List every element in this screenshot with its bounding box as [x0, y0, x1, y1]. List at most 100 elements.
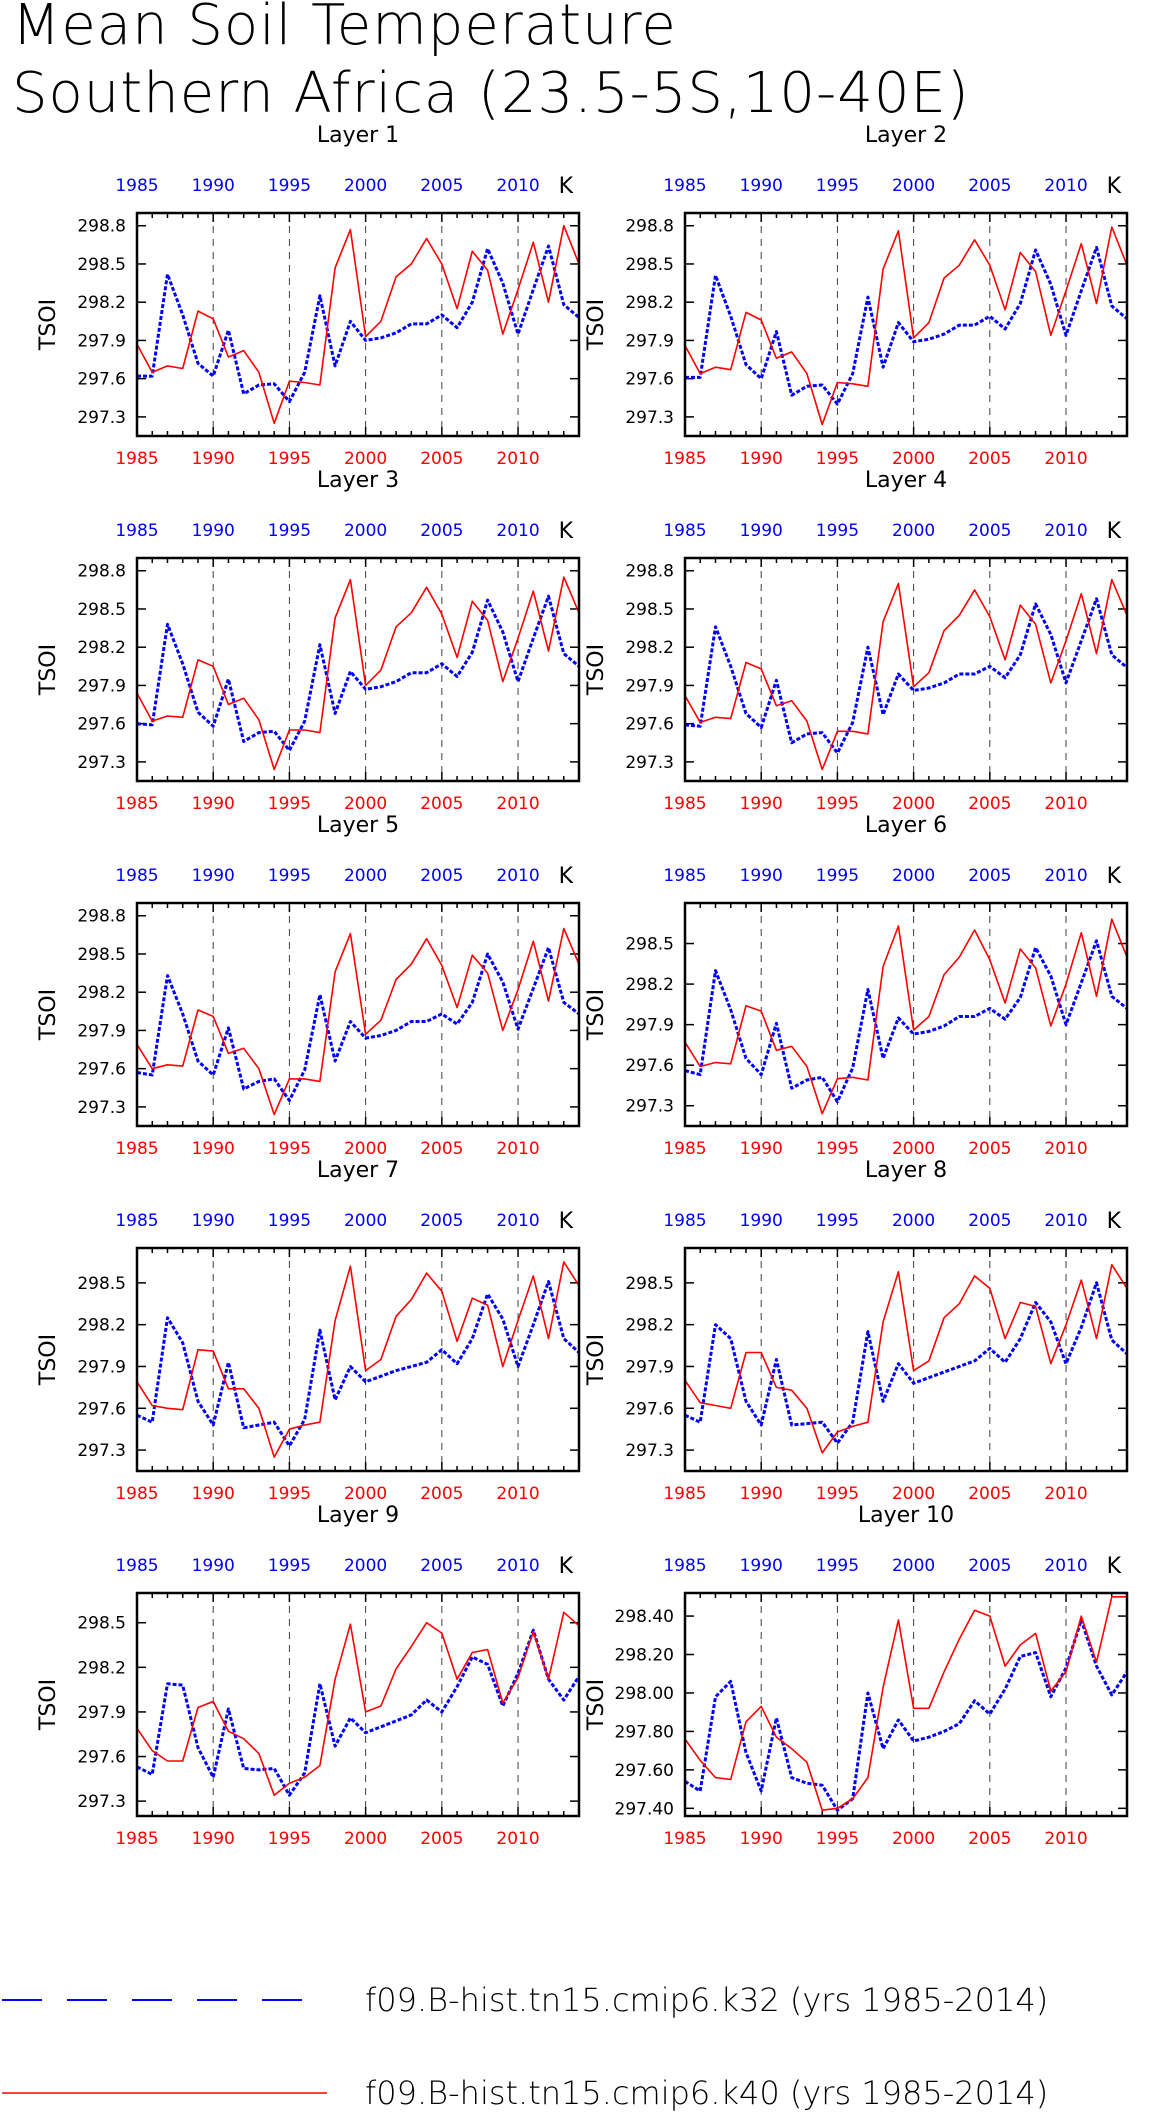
x-tick-label-top: 2010 [1044, 1556, 1087, 1576]
y-tick-label: 297.6 [77, 370, 126, 390]
y-tick-label: 297.60 [615, 1761, 674, 1781]
series-line-k32 [684, 597, 1128, 755]
x-tick-label-top: 2005 [968, 866, 1011, 886]
y-tick-label: 297.9 [625, 676, 674, 696]
x-tick-label-top: 1990 [192, 1556, 235, 1576]
plot-frame [135, 211, 581, 438]
y-axis-label: TSOI [584, 989, 609, 1041]
x-tick-label-bottom: 2005 [968, 1139, 1011, 1159]
x-tick-label-bottom: 1985 [663, 794, 706, 814]
y-tick-label: 297.9 [77, 1021, 126, 1041]
x-tick-label-top: 2005 [968, 521, 1011, 541]
x-tick-label-top: 2010 [496, 1211, 539, 1231]
x-tick-label-top: 1990 [740, 1556, 783, 1576]
x-tick-label-top: 2005 [420, 1556, 463, 1576]
series-line-k40 [136, 576, 580, 771]
y-tick-label: 298.5 [77, 1614, 126, 1634]
y-tick-label: 297.3 [625, 408, 674, 428]
x-tick-label-bottom: 2010 [496, 449, 539, 469]
x-tick-label-bottom: 1985 [115, 1484, 158, 1504]
chart-title-line-1: Mean Soil Temperature [12, 0, 677, 58]
x-tick-label-top: 1995 [816, 176, 859, 196]
y-tick-label: 298.2 [625, 293, 674, 313]
x-tick-label-top: 1985 [115, 1211, 158, 1231]
series-line-k32 [137, 244, 580, 404]
x-tick-label-top: 2000 [344, 1556, 387, 1576]
x-tick-label-bottom: 1985 [663, 1484, 706, 1504]
x-tick-label-bottom: 2000 [344, 449, 387, 469]
y-axis-label: TSOI [584, 1334, 609, 1386]
panel-layer-4: Layer 4 K TSOI 1985 1985 1990 1990 1995 1995 2000… [584, 468, 1129, 814]
units-label: K [1107, 1209, 1122, 1234]
x-tick-label-bottom: 1985 [115, 1139, 158, 1159]
y-tick-label: 297.3 [77, 753, 126, 773]
x-tick-label-bottom: 2005 [968, 1829, 1011, 1849]
x-tick-label-bottom: 2000 [344, 1139, 387, 1159]
y-tick-label: 297.6 [77, 1060, 126, 1080]
x-tick-label-bottom: 1985 [663, 449, 706, 469]
x-tick-label-bottom: 1990 [192, 1139, 235, 1159]
y-tick-label: 298.00 [615, 1684, 674, 1704]
x-tick-label-top: 2010 [1044, 866, 1087, 886]
x-tick-label-top: 2000 [892, 1556, 935, 1576]
series-line-k40 [136, 224, 580, 425]
units-label: K [559, 1554, 574, 1579]
x-tick-label-bottom: 1990 [740, 1484, 783, 1504]
y-tick-label: 297.3 [77, 1098, 126, 1118]
series-line-k32 [136, 946, 580, 1102]
x-tick-label-bottom: 2005 [420, 1484, 463, 1504]
plot-frame [683, 1591, 1129, 1818]
x-tick-label-top: 1995 [816, 866, 859, 886]
x-tick-label-bottom: 1985 [115, 449, 158, 469]
series-line-k40 [136, 927, 580, 1116]
x-tick-label-top: 1995 [268, 1211, 311, 1231]
x-tick-label-top: 2000 [344, 176, 387, 196]
y-axis-label: TSOI [36, 1679, 61, 1731]
x-tick-label-top: 1995 [816, 1211, 859, 1231]
x-tick-label-top: 2005 [420, 521, 463, 541]
plot-frame [683, 556, 1129, 783]
y-tick-label: 298.2 [77, 1658, 126, 1678]
y-tick-label: 297.6 [625, 370, 674, 390]
y-tick-label: 297.9 [77, 676, 126, 696]
panel-title-layer-7: Layer 7 [317, 1158, 399, 1183]
x-tick-label-top: 1995 [268, 866, 311, 886]
y-tick-label: 298.5 [625, 600, 674, 620]
y-tick-label: 297.9 [625, 1016, 674, 1036]
panel-layer-1: Layer 1 K TSOI 1985 1985 1990 1990 1995 1995 2000… [36, 123, 581, 469]
x-tick-label-bottom: 1995 [816, 449, 859, 469]
y-tick-label: 297.3 [625, 753, 674, 773]
y-tick-label: 297.3 [625, 1097, 674, 1117]
x-tick-label-top: 2000 [892, 1211, 935, 1231]
y-tick-label: 298.5 [625, 1274, 674, 1294]
x-tick-label-top: 2005 [420, 1211, 463, 1231]
x-tick-label-top: 2010 [496, 1556, 539, 1576]
x-tick-label-bottom: 1990 [740, 1139, 783, 1159]
x-tick-label-bottom: 2000 [344, 1829, 387, 1849]
y-tick-label: 297.80 [615, 1722, 674, 1742]
x-tick-label-top: 1985 [663, 1556, 706, 1576]
plot-frame [135, 556, 581, 783]
x-tick-label-top: 1990 [740, 521, 783, 541]
x-tick-label-bottom: 2005 [420, 449, 463, 469]
x-tick-label-top: 1985 [115, 866, 158, 886]
x-tick-label-bottom: 1990 [192, 794, 235, 814]
x-tick-label-bottom: 1990 [740, 449, 783, 469]
x-tick-label-top: 2000 [344, 1211, 387, 1231]
x-tick-label-bottom: 2010 [496, 1484, 539, 1504]
legend-label-k40: f09.B-hist.tn15.cmip6.k40 (yrs 1985-2014… [365, 2074, 1048, 2112]
x-tick-label-top: 2000 [892, 866, 935, 886]
y-tick-label: 298.5 [77, 255, 126, 275]
x-tick-label-top: 2000 [892, 521, 935, 541]
x-tick-label-bottom: 1995 [816, 1139, 859, 1159]
y-tick-label: 298.8 [625, 217, 674, 237]
plot-frame [683, 211, 1129, 438]
x-tick-label-bottom: 1995 [268, 794, 311, 814]
y-tick-label: 297.6 [625, 1399, 674, 1419]
x-tick-label-bottom: 2010 [1044, 794, 1087, 814]
x-tick-label-bottom: 2000 [892, 1139, 935, 1159]
x-tick-label-top: 1985 [663, 521, 706, 541]
y-tick-label: 298.2 [77, 293, 126, 313]
y-tick-label: 297.9 [77, 1357, 126, 1377]
x-tick-label-top: 1985 [663, 1211, 706, 1231]
